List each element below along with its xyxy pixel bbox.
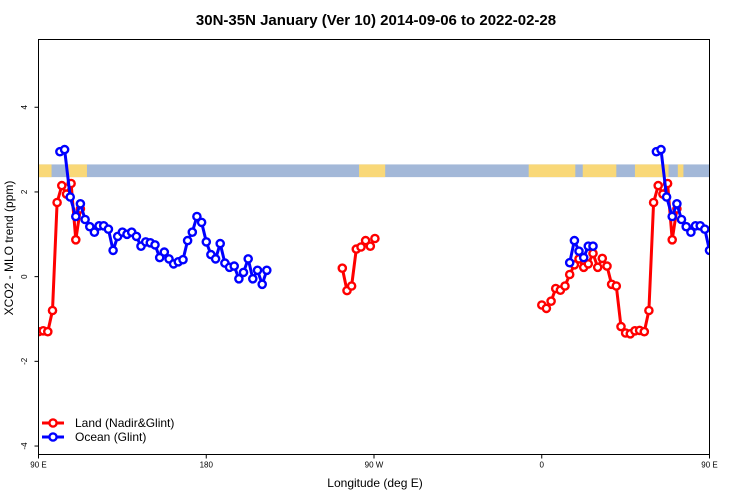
x-axis: 90 E 180 90 W 0 90 E: [30, 454, 718, 470]
data-point: [65, 192, 75, 202]
data-point: [89, 227, 100, 237]
y-tick-label: 2: [20, 189, 29, 194]
x-tick-label: 180: [200, 461, 214, 470]
data-point: [560, 281, 570, 291]
land-band-segment: [38, 164, 52, 178]
land-band-segment: [359, 164, 386, 178]
data-point: [201, 237, 212, 247]
data-point: [182, 235, 193, 246]
data-point: [210, 254, 221, 264]
data-point: [616, 321, 626, 332]
data-point: [370, 233, 380, 244]
data-point: [252, 265, 263, 276]
data-point: [229, 261, 239, 271]
legend-swatch-point: [48, 432, 58, 442]
data-point: [103, 224, 114, 234]
data-point: [676, 214, 687, 225]
data-point: [192, 211, 202, 222]
data-point: [356, 242, 366, 252]
data-point: [656, 144, 666, 155]
data-point: [196, 217, 207, 228]
land-ocean-band: [38, 164, 710, 178]
data-point: [59, 144, 70, 155]
data-point: [546, 296, 556, 307]
land-band-segment: [528, 164, 576, 178]
data-point: [700, 224, 710, 234]
data-point: [108, 245, 118, 256]
data-point: [57, 180, 67, 191]
data-point: [709, 235, 710, 238]
y-tick-label: -4: [20, 442, 29, 450]
data-point: [257, 279, 268, 290]
data-point: [159, 247, 170, 257]
land-band-segment: [677, 164, 684, 178]
data-point: [75, 198, 86, 209]
chart-title: 30N-35N January (Ver 10) 2014-09-06 to 2…: [196, 12, 556, 29]
data-point: [583, 259, 594, 269]
data-point: [644, 305, 654, 316]
data-point: [578, 252, 589, 263]
data-point: [238, 267, 249, 278]
data-point: [187, 227, 198, 237]
data-point: [667, 211, 678, 222]
data-point: [131, 231, 142, 242]
x-tick-label: 90 E: [701, 461, 717, 470]
land-band-segment: [582, 164, 617, 178]
data-point: [704, 245, 710, 256]
data-point: [43, 326, 53, 337]
data-point: [639, 326, 650, 337]
y-tick-label: 4: [20, 104, 29, 109]
x-tick-label: 0: [540, 461, 545, 470]
data-point: [597, 253, 608, 264]
data-point: [337, 263, 348, 274]
data-point: [661, 192, 672, 202]
data-point: [611, 281, 622, 291]
data-point: [564, 269, 575, 280]
y-tick-label: -2: [20, 357, 29, 365]
data-point: [564, 257, 575, 268]
legend: Land (Nadir&Glint)Ocean (Glint): [42, 416, 174, 444]
data-point: [80, 214, 90, 225]
data-point: [672, 198, 682, 209]
x-tick-label: 90 W: [365, 461, 384, 470]
data-point: [247, 273, 258, 284]
data-point: [602, 261, 612, 271]
data-point: [592, 262, 603, 273]
data-point: [667, 234, 678, 245]
data-point: [365, 241, 376, 251]
legend-swatch-point: [48, 418, 58, 428]
data-point: [261, 265, 272, 276]
series-layer: [38, 144, 710, 339]
data-point: [243, 254, 253, 264]
legend-label: Ocean (Glint): [75, 430, 146, 444]
land-band-segment: [634, 164, 669, 178]
legend-label: Land (Nadir&Glint): [75, 416, 174, 430]
series-ocean: [55, 144, 710, 290]
data-point: [569, 235, 580, 246]
data-point: [653, 180, 664, 191]
y-axis-label: XCO2 - MLO trend (ppm): [2, 181, 16, 316]
data-point: [71, 211, 81, 222]
data-point: [47, 305, 58, 316]
y-axis: -4 -2 0 2 4: [20, 104, 39, 450]
land-band-segment: [66, 164, 87, 178]
x-axis-label: Longitude (deg E): [327, 476, 422, 490]
data-point: [346, 281, 357, 291]
data-point: [71, 234, 81, 245]
data-point: [52, 197, 62, 208]
data-point: [541, 303, 552, 314]
data-point: [150, 240, 160, 250]
data-point: [588, 241, 598, 251]
data-point: [574, 246, 584, 256]
x-tick-label: 90 E: [30, 461, 46, 470]
data-point: [648, 197, 659, 208]
data-point: [215, 238, 225, 249]
y-tick-label: 0: [20, 274, 29, 279]
data-point: [234, 273, 244, 284]
data-point: [178, 254, 188, 265]
data-point: [686, 227, 696, 237]
